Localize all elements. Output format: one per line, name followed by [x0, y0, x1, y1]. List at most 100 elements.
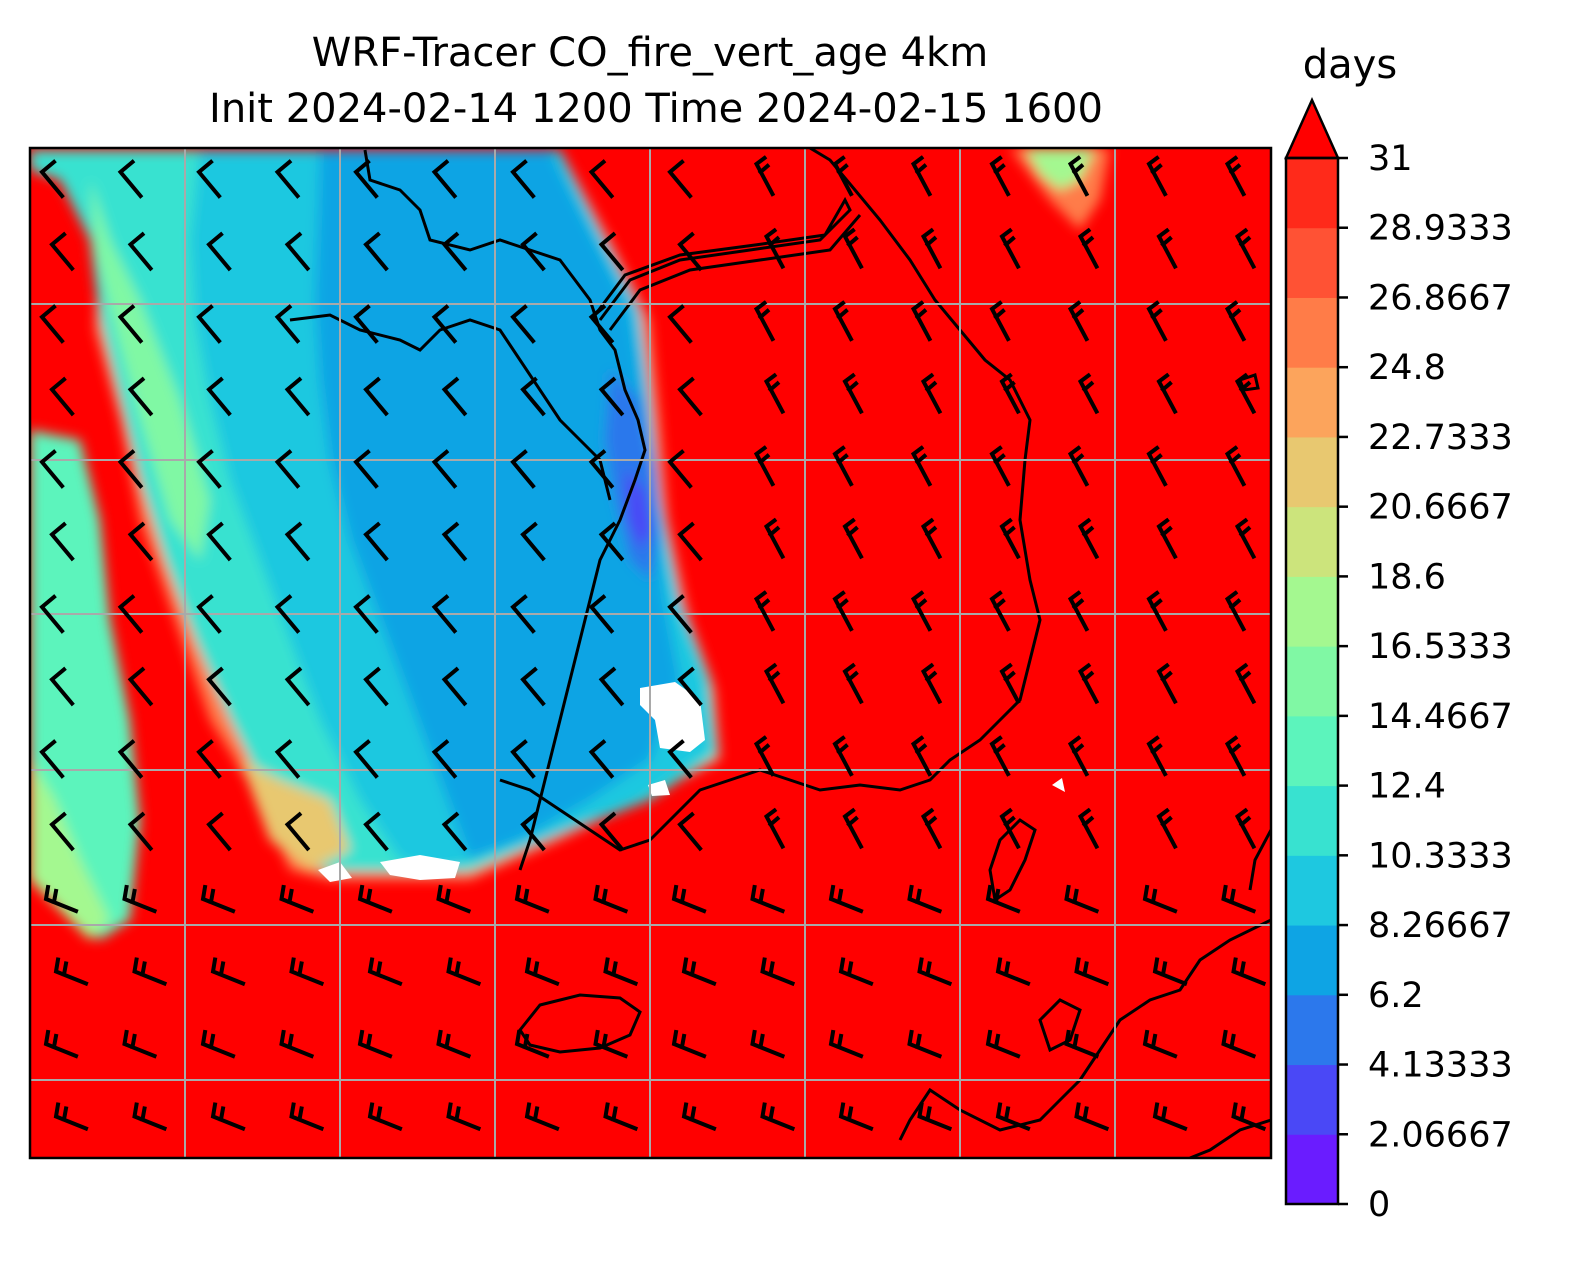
wind-barb-shape [985, 884, 1021, 914]
wind-barb [753, 300, 776, 342]
wind-barb [832, 735, 854, 777]
wind-barb-shape [989, 155, 1011, 197]
wind-barb-shape [363, 811, 389, 852]
colorbar-extend-arrow [1284, 96, 1340, 160]
wind-barb [441, 521, 468, 562]
wind-barb [363, 376, 389, 417]
wind-barb [436, 1029, 472, 1059]
colorbar-segment [1286, 646, 1338, 717]
wind-barb [985, 884, 1021, 914]
wind-barb [593, 1029, 629, 1059]
filament-green [90, 180, 210, 560]
wind-barb-shape [514, 884, 550, 914]
wind-barb [49, 811, 75, 852]
wind-barb-shape [367, 1102, 403, 1132]
wind-barb [920, 372, 943, 415]
colorbar-segment [1286, 576, 1338, 647]
wind-barb [838, 1102, 874, 1132]
wind-barb [510, 159, 536, 199]
wind-barb-shape [603, 957, 639, 987]
wind-barb [1152, 1102, 1188, 1132]
wind-barb-shape [1234, 517, 1257, 560]
wind-barb-shape [49, 376, 75, 417]
wind-barb-shape [284, 811, 311, 852]
wind-barb [39, 594, 65, 634]
wind-barb [49, 521, 75, 562]
wind-barb-shape [274, 449, 301, 489]
wind-barb-shape [279, 884, 315, 914]
wind-barb-shape [357, 1029, 393, 1059]
wind-barb [1156, 372, 1178, 415]
wind-barb [603, 957, 639, 987]
wind-barb [520, 666, 546, 707]
wind-barb [284, 231, 311, 272]
wind-barb-shape [524, 1102, 560, 1132]
wind-barb-shape [1074, 957, 1110, 987]
colorbar-segment [1286, 994, 1338, 1066]
wind-barb [828, 884, 864, 914]
wind-barb [284, 376, 311, 417]
wind-barb [753, 590, 776, 632]
wind-barb-shape [598, 231, 625, 272]
wind-barb [53, 957, 89, 987]
wind-barb [842, 517, 864, 560]
wind-barb [920, 807, 943, 850]
wind-barb [1142, 884, 1178, 914]
wind-barb-shape [995, 1102, 1031, 1132]
wind-barb-shape [832, 300, 854, 342]
wind-barb [1142, 1029, 1178, 1059]
wind-barb [196, 159, 222, 199]
map-panel [30, 148, 1271, 1158]
wind-barb-shape [842, 807, 864, 850]
wind-barb [910, 155, 933, 197]
wind-barb [832, 590, 854, 632]
wind-barb [196, 449, 222, 489]
wind-barb [274, 594, 301, 634]
wind-barb-shape [122, 1029, 158, 1059]
wind-barb-shape [910, 155, 933, 197]
wind-barb-shape [210, 1102, 246, 1132]
wind-barb-shape [920, 517, 943, 560]
wind-barb-shape [1146, 155, 1168, 197]
wind-barb-shape [43, 884, 79, 914]
wind-barb-shape [353, 739, 379, 779]
coastline [363, 149, 647, 871]
colorbar-tick-label: 8.26667 [1368, 906, 1513, 946]
missing-patch [1052, 778, 1065, 792]
wind-barb [510, 304, 536, 344]
wind-barb-shape [1231, 1102, 1267, 1132]
colorbar-tick-label: 16.5333 [1368, 627, 1513, 667]
wind-barb [917, 1102, 953, 1132]
wind-barb-shape [989, 735, 1011, 777]
wind-barb [127, 231, 154, 272]
wind-barb [917, 957, 953, 987]
wind-barb [431, 739, 458, 779]
wind-barb-shape [206, 666, 232, 707]
wind-barb [1067, 735, 1090, 777]
wind-barb [1231, 1102, 1267, 1132]
wind-barb [206, 811, 232, 852]
wind-barb-shape [1224, 590, 1247, 632]
wind-barb [1077, 517, 1100, 560]
wind-barb-shape [598, 666, 625, 707]
wind-barb [1067, 300, 1090, 342]
wind-barb [1077, 227, 1100, 270]
title-line-1: WRF-Tracer CO_fire_vert_age 4km [312, 30, 988, 76]
wind-barb-shape [1234, 807, 1257, 850]
gridlines [30, 148, 1271, 1158]
wind-barb [1146, 445, 1168, 487]
wind-barb [999, 517, 1021, 560]
wind-barb-shape [832, 590, 854, 632]
wind-barb-shape [510, 304, 536, 344]
wind-barb-shape [667, 159, 693, 199]
wind-barb [441, 811, 468, 852]
wind-barb-shape [206, 376, 232, 417]
wind-barb [763, 807, 786, 850]
coastline [1038, 998, 1082, 1053]
wind-barb [117, 449, 144, 489]
tracer-field [30, 148, 1110, 940]
wind-barb [274, 159, 301, 199]
wind-barb [763, 372, 786, 415]
wind-barb-shape [1077, 372, 1100, 415]
wind-barb [763, 662, 786, 705]
